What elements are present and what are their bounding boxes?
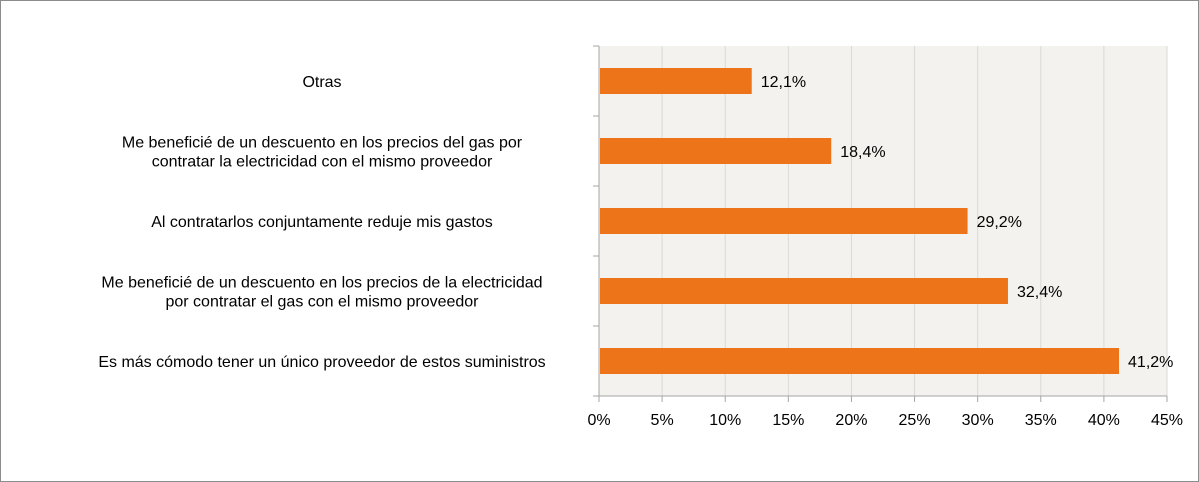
axes: [593, 45, 1168, 402]
category-label-1: Me beneficié de un descuento en los prec…: [122, 135, 523, 171]
bar-3: [600, 278, 1008, 304]
category-label-2: Al contratarlos conjuntamente reduje mis…: [151, 214, 493, 231]
data-label-0: 12,1%: [761, 74, 806, 91]
data-labels: 12,1% 18,4% 29,2% 32,4% 41,2%: [761, 74, 1174, 371]
x-tick-label-20: 20%: [835, 412, 867, 429]
data-label-1: 18,4%: [840, 144, 885, 161]
data-label-2: 29,2%: [977, 214, 1022, 231]
x-tick-label-45: 45%: [1151, 412, 1183, 429]
bar-0: [600, 68, 752, 94]
x-tick-label-25: 25%: [899, 412, 931, 429]
x-tick-label-15: 15%: [772, 412, 804, 429]
x-tick-label-0: 0%: [587, 412, 610, 429]
category-label-0: Otras: [302, 74, 341, 91]
x-tick-label-35: 35%: [1025, 412, 1057, 429]
x-tick-label-40: 40%: [1088, 412, 1120, 429]
data-label-3: 32,4%: [1017, 284, 1062, 301]
x-tick-label-5: 5%: [651, 412, 674, 429]
bar-1: [600, 138, 832, 164]
bar-4: [600, 348, 1120, 374]
bars: [600, 68, 1120, 374]
x-tick-label-30: 30%: [962, 412, 994, 429]
x-tick-labels: 0% 5% 10% 15% 20% 25% 30% 35% 40% 45%: [587, 412, 1183, 429]
category-label-3: Me beneficié de un descuento en los prec…: [101, 275, 542, 311]
data-label-4: 41,2%: [1128, 354, 1173, 371]
category-labels: Otras Me beneficié de un descuento en los…: [98, 74, 545, 371]
category-label-4: Es más cómodo tener un único proveedor d…: [98, 354, 545, 371]
x-tick-label-10: 10%: [709, 412, 741, 429]
bar-2: [600, 208, 968, 234]
